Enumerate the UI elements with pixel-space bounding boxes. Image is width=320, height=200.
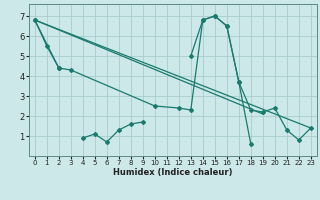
- X-axis label: Humidex (Indice chaleur): Humidex (Indice chaleur): [113, 168, 233, 177]
